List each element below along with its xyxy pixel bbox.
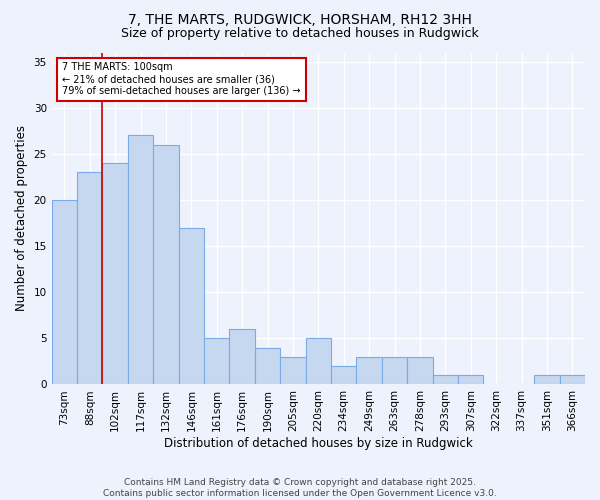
Bar (280, 357, 305, 384)
Bar (534, 375, 560, 384)
Text: 7 THE MARTS: 100sqm
← 21% of detached houses are smaller (36)
79% of semi-detach: 7 THE MARTS: 100sqm ← 21% of detached ho… (62, 62, 301, 96)
Bar (407, 357, 433, 384)
X-axis label: Distribution of detached houses by size in Rudgwick: Distribution of detached houses by size … (164, 437, 473, 450)
Bar (179, 228, 204, 384)
Bar (382, 357, 407, 384)
Y-axis label: Number of detached properties: Number of detached properties (15, 126, 28, 312)
Bar (204, 338, 229, 384)
Bar (229, 329, 255, 384)
Bar (331, 366, 356, 384)
Bar (433, 375, 458, 384)
Text: Size of property relative to detached houses in Rudgwick: Size of property relative to detached ho… (121, 28, 479, 40)
Bar (458, 375, 484, 384)
Bar (255, 348, 280, 385)
Bar (356, 357, 382, 384)
Text: Contains HM Land Registry data © Crown copyright and database right 2025.
Contai: Contains HM Land Registry data © Crown c… (103, 478, 497, 498)
Bar (153, 144, 179, 384)
Text: 7, THE MARTS, RUDGWICK, HORSHAM, RH12 3HH: 7, THE MARTS, RUDGWICK, HORSHAM, RH12 3H… (128, 12, 472, 26)
Bar (560, 375, 585, 384)
Bar (52, 200, 77, 384)
Bar (128, 136, 153, 384)
Bar (77, 172, 103, 384)
Bar (103, 163, 128, 384)
Bar (305, 338, 331, 384)
